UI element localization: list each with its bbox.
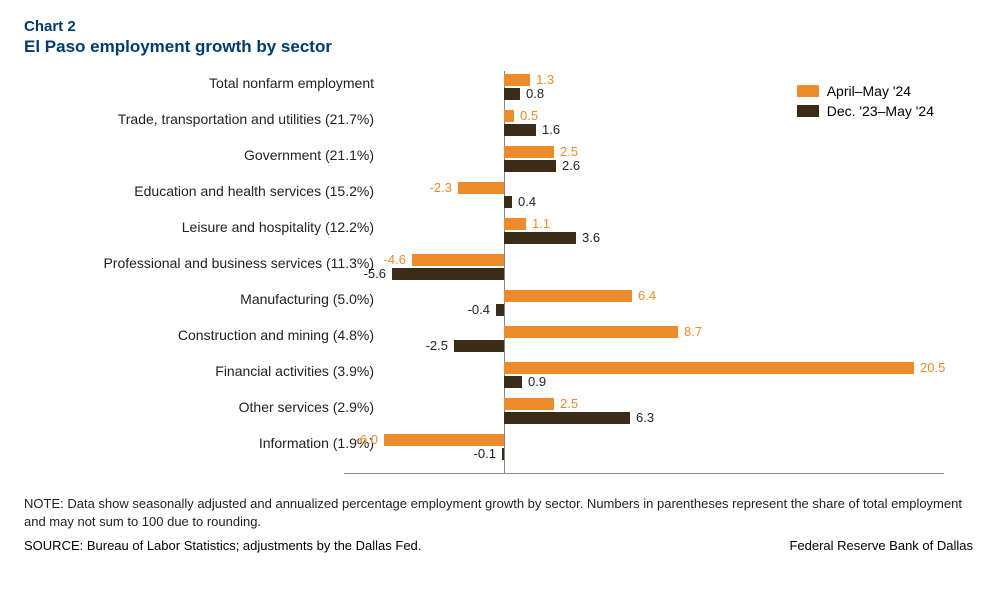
category-label: Trade, transportation and utilities (21.… [24,111,374,127]
chart-note: NOTE: Data show seasonally adjusted and … [24,495,973,530]
legend-label-2: Dec. '23–May '24 [827,103,934,119]
category-label: Leisure and hospitality (12.2%) [24,219,374,235]
bar-value-label: 1.3 [536,74,554,86]
category-label: Government (21.1%) [24,147,374,163]
bar-value-label: -2.5 [426,340,448,352]
bar-value-label: -6.0 [356,434,378,446]
category-label: Financial activities (3.9%) [24,363,374,379]
chart-title: El Paso employment growth by sector [24,37,973,57]
bar [504,376,522,388]
bar-value-label: -0.1 [474,448,496,460]
category-label: Education and health services (15.2%) [24,183,374,199]
bar [504,88,520,100]
bar-value-label: 1.6 [542,124,560,136]
legend-swatch-1 [797,85,819,97]
bar [504,218,526,230]
chart-area: April–May '24 Dec. '23–May '24 Total non… [24,65,964,485]
bar [504,290,632,302]
bar-value-label: 6.4 [638,290,656,302]
category-label: Information (1.9%) [24,435,374,451]
bar [504,146,554,158]
bar [504,124,536,136]
bar-value-label: 0.4 [518,196,536,208]
bar-value-label: -2.3 [430,182,452,194]
bar [458,182,504,194]
legend-item-2: Dec. '23–May '24 [797,103,934,119]
bar-value-label: 6.3 [636,412,654,424]
chart-number: Chart 2 [24,18,973,35]
bar-value-label: 8.7 [684,326,702,338]
bar [392,268,504,280]
legend-label-1: April–May '24 [827,83,911,99]
category-label: Other services (2.9%) [24,399,374,415]
bar-value-label: 3.6 [582,232,600,244]
bar-value-label: 1.1 [532,218,550,230]
bar-value-label: -4.6 [384,254,406,266]
category-label: Professional and business services (11.3… [24,255,374,271]
bar-value-label: 0.8 [526,88,544,100]
bar-value-label: 2.5 [560,146,578,158]
bar [504,160,556,172]
bar [504,110,514,122]
chart-source: SOURCE: Bureau of Labor Statistics; adju… [24,538,421,553]
bar-value-label: -5.6 [364,268,386,280]
bar-value-label: 2.6 [562,160,580,172]
bar [504,326,678,338]
bar-value-label: 0.5 [520,110,538,122]
bar-value-label: 20.5 [920,362,945,374]
bar-value-label: 0.9 [528,376,546,388]
bar [384,434,504,446]
legend-swatch-2 [797,105,819,117]
legend-item-1: April–May '24 [797,83,934,99]
category-label: Manufacturing (5.0%) [24,291,374,307]
bar-value-label: -0.4 [468,304,490,316]
bar [504,398,554,410]
bar [504,362,914,374]
bar-value-label: 2.5 [560,398,578,410]
bar [412,254,504,266]
bar [496,304,504,316]
bar [454,340,504,352]
legend: April–May '24 Dec. '23–May '24 [797,83,934,123]
bar [502,448,504,460]
bar [504,412,630,424]
bar [504,232,576,244]
bar [504,196,512,208]
chart-attribution: Federal Reserve Bank of Dallas [789,538,973,553]
category-label: Construction and mining (4.8%) [24,327,374,343]
x-axis [344,473,944,474]
bar [504,74,530,86]
category-label: Total nonfarm employment [24,75,374,91]
